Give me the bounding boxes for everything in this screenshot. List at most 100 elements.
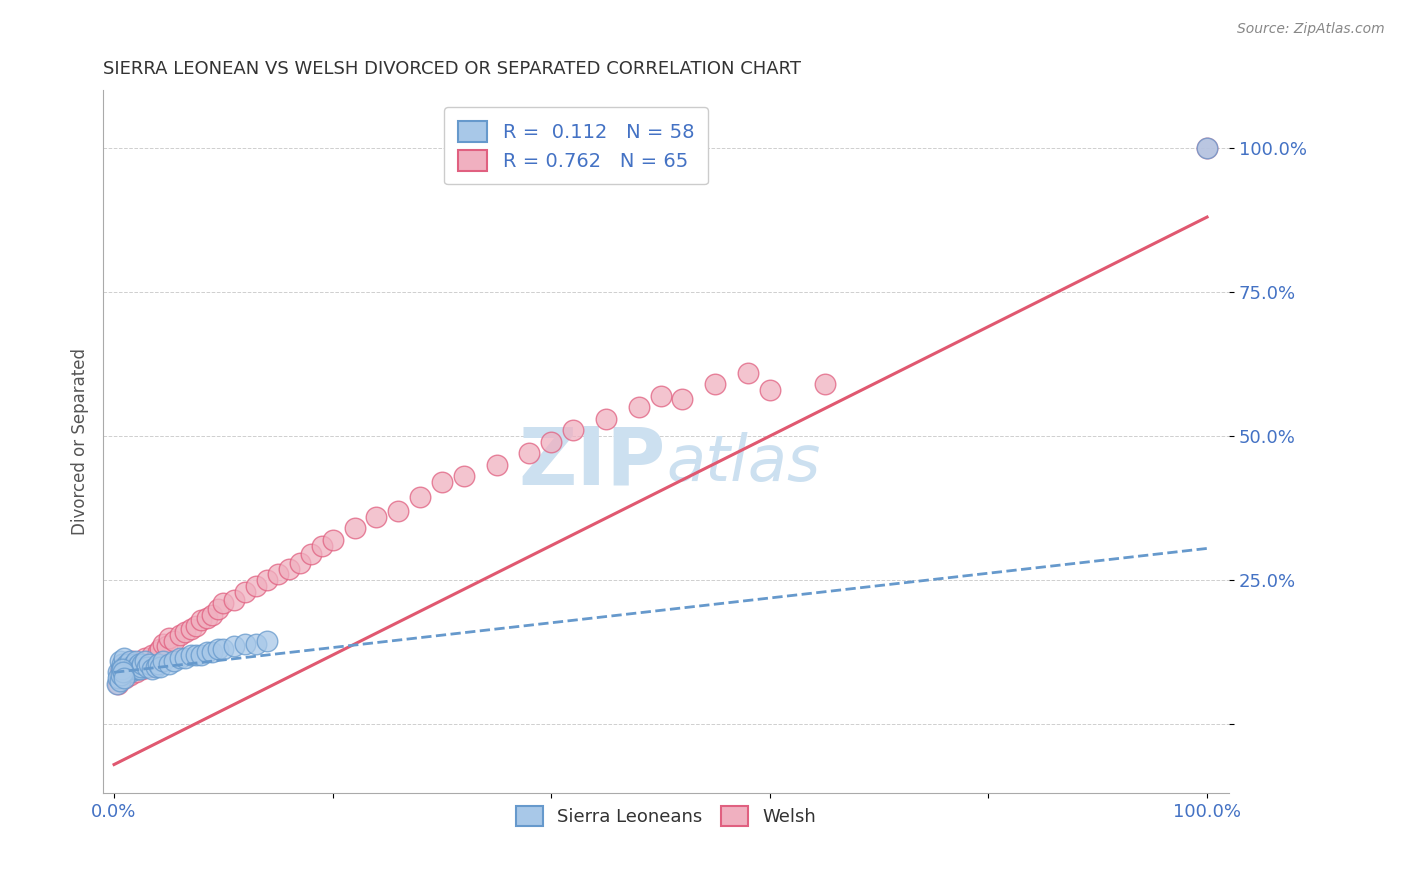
- Point: [195, 610, 218, 624]
- Point: [207, 642, 229, 657]
- Text: atlas: atlas: [666, 432, 820, 494]
- Point: [704, 377, 727, 392]
- Point: [112, 651, 135, 665]
- Point: [1197, 141, 1219, 155]
- Point: [122, 662, 145, 676]
- Point: [135, 659, 157, 673]
- Point: [343, 521, 366, 535]
- Point: [118, 659, 141, 673]
- Point: [108, 665, 131, 680]
- Point: [155, 640, 177, 654]
- Point: [207, 602, 229, 616]
- Text: ZIP: ZIP: [519, 424, 666, 502]
- Point: [224, 593, 246, 607]
- Point: [409, 490, 432, 504]
- Point: [174, 651, 197, 665]
- Point: [145, 659, 167, 673]
- Point: [135, 657, 157, 671]
- Point: [627, 401, 650, 415]
- Point: [212, 642, 235, 657]
- Point: [322, 533, 344, 547]
- Point: [107, 665, 129, 680]
- Point: [108, 654, 131, 668]
- Point: [120, 668, 142, 682]
- Point: [141, 648, 163, 662]
- Point: [595, 411, 617, 425]
- Point: [114, 665, 136, 680]
- Point: [387, 504, 409, 518]
- Point: [125, 654, 148, 668]
- Point: [128, 657, 150, 671]
- Point: [138, 659, 160, 673]
- Point: [111, 662, 134, 676]
- Point: [122, 657, 145, 671]
- Point: [540, 434, 562, 449]
- Point: [117, 662, 139, 676]
- Point: [245, 636, 267, 650]
- Point: [138, 657, 160, 671]
- Point: [1197, 141, 1219, 155]
- Point: [149, 642, 172, 657]
- Point: [111, 662, 134, 676]
- Point: [124, 659, 146, 673]
- Point: [366, 509, 388, 524]
- Point: [117, 662, 139, 676]
- Point: [107, 671, 129, 685]
- Point: [115, 665, 138, 680]
- Point: [114, 671, 136, 685]
- Point: [125, 659, 148, 673]
- Point: [129, 657, 152, 671]
- Legend: Sierra Leoneans, Welsh: Sierra Leoneans, Welsh: [509, 799, 824, 833]
- Point: [120, 665, 142, 680]
- Point: [125, 662, 148, 676]
- Point: [256, 633, 278, 648]
- Point: [180, 622, 202, 636]
- Point: [190, 648, 212, 662]
- Point: [245, 579, 267, 593]
- Point: [157, 657, 180, 671]
- Point: [110, 668, 132, 682]
- Point: [149, 659, 172, 673]
- Point: [111, 665, 134, 680]
- Point: [112, 671, 135, 685]
- Point: [299, 547, 322, 561]
- Point: [224, 640, 246, 654]
- Point: [163, 654, 186, 668]
- Point: [115, 662, 138, 676]
- Point: [288, 556, 311, 570]
- Point: [311, 539, 333, 553]
- Point: [141, 662, 163, 676]
- Point: [453, 469, 475, 483]
- Point: [112, 659, 135, 673]
- Point: [125, 665, 148, 680]
- Point: [114, 659, 136, 673]
- Point: [233, 584, 256, 599]
- Y-axis label: Divorced or Separated: Divorced or Separated: [72, 348, 89, 535]
- Point: [145, 651, 167, 665]
- Point: [759, 383, 782, 397]
- Point: [127, 662, 149, 676]
- Point: [562, 423, 585, 437]
- Point: [163, 633, 186, 648]
- Point: [233, 636, 256, 650]
- Point: [169, 651, 191, 665]
- Point: [110, 662, 132, 676]
- Text: SIERRA LEONEAN VS WELSH DIVORCED OR SEPARATED CORRELATION CHART: SIERRA LEONEAN VS WELSH DIVORCED OR SEPA…: [103, 60, 801, 78]
- Point: [110, 671, 132, 685]
- Point: [256, 573, 278, 587]
- Point: [131, 662, 153, 676]
- Point: [121, 659, 143, 673]
- Point: [485, 458, 508, 472]
- Point: [131, 659, 153, 673]
- Point: [671, 392, 693, 406]
- Point: [267, 567, 290, 582]
- Point: [157, 631, 180, 645]
- Point: [121, 654, 143, 668]
- Point: [129, 662, 152, 676]
- Point: [107, 677, 129, 691]
- Point: [201, 645, 224, 659]
- Point: [111, 668, 134, 682]
- Point: [146, 657, 169, 671]
- Point: [737, 366, 759, 380]
- Point: [519, 446, 541, 460]
